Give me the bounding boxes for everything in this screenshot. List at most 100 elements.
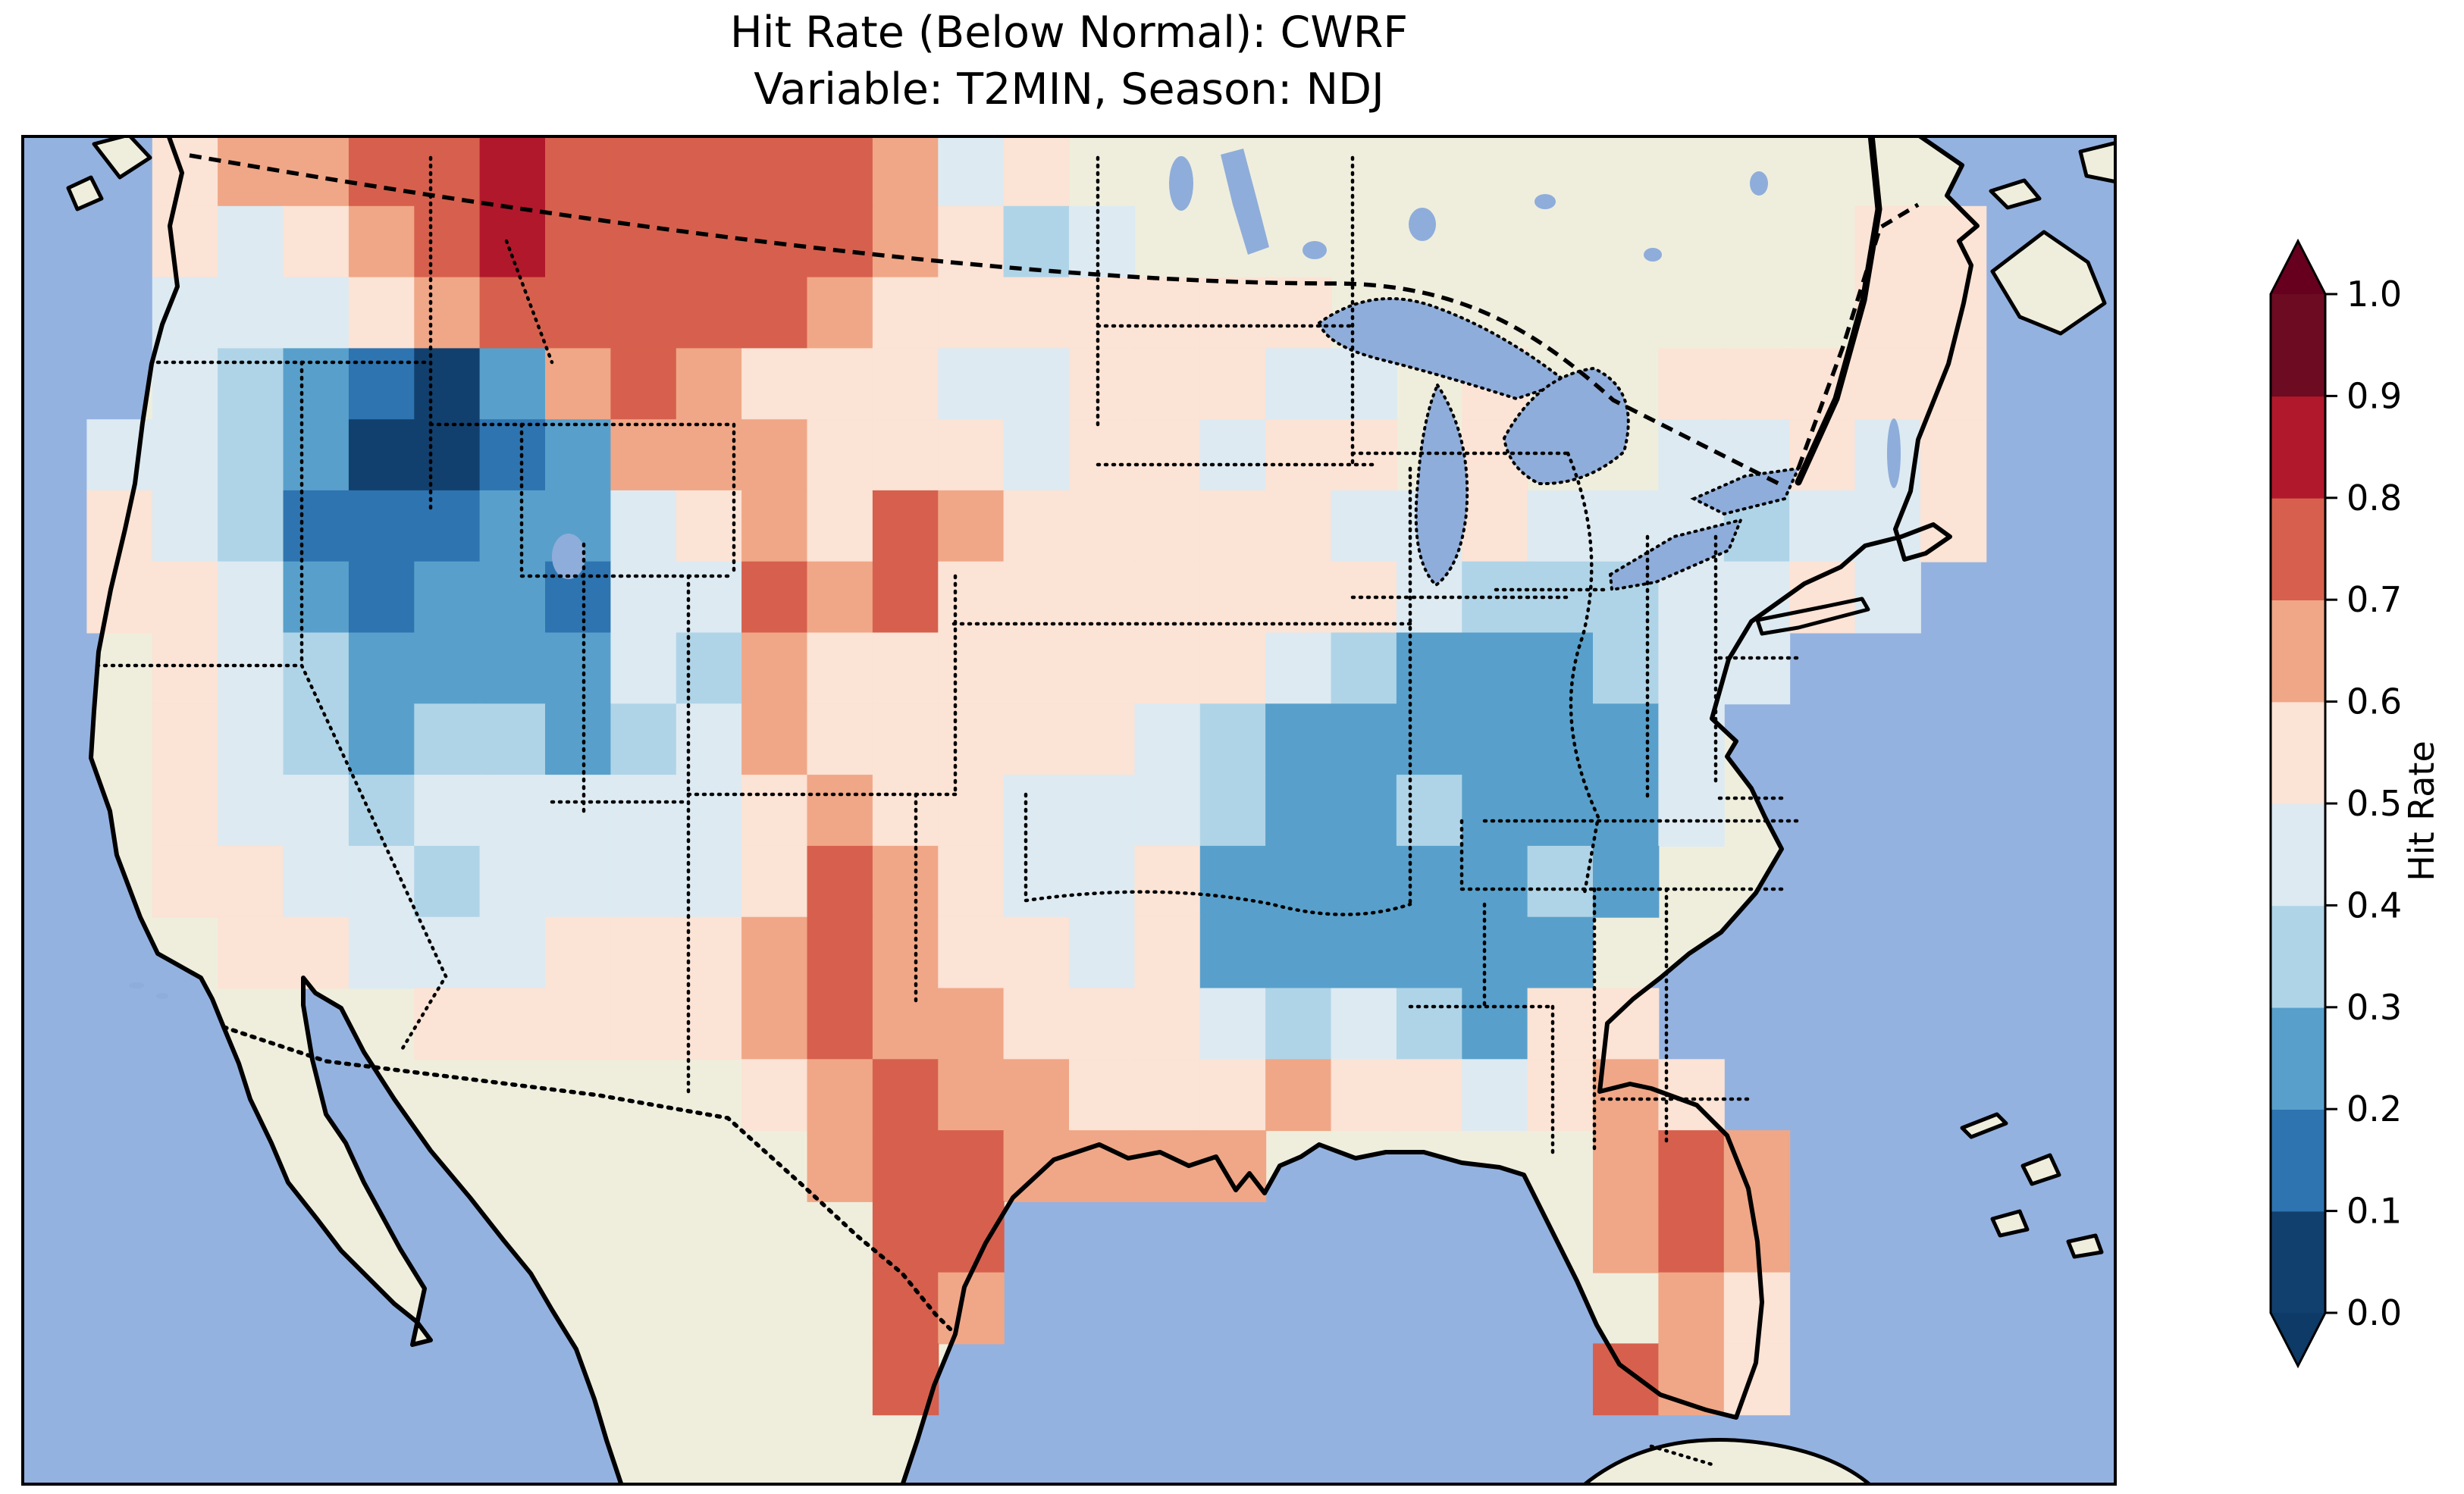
hit-rate-cell [676, 490, 743, 562]
hit-rate-cell [1396, 1059, 1463, 1132]
hit-rate-cell [348, 703, 415, 776]
hit-rate-cell [218, 561, 284, 634]
hit-rate-cell [1331, 775, 1397, 847]
hit-rate-cell [479, 703, 546, 776]
hit-rate-cell [348, 916, 415, 989]
hit-rate-cell [1527, 490, 1594, 562]
hit-rate-cell [938, 277, 1005, 349]
hit-rate-cell [1134, 632, 1201, 705]
hit-rate-cell [872, 775, 939, 847]
hit-rate-cell [807, 1130, 873, 1202]
state-border [299, 663, 448, 1054]
island-landmass [1962, 1114, 2006, 1137]
hit-rate-cell [1396, 916, 1463, 989]
hit-rate-cell [1199, 348, 1267, 421]
hit-rate-cell [479, 135, 546, 207]
hit-rate-cell [872, 1130, 939, 1202]
hit-rate-cell [1134, 561, 1201, 634]
colorbar-tick-label: 0.3 [2346, 987, 2402, 1028]
hit-rate-cell [1134, 490, 1201, 562]
hit-rate-cell [1462, 988, 1528, 1060]
hit-rate-cell [1593, 632, 1660, 705]
hit-rate-cell [152, 277, 219, 349]
colorbar-segment [2271, 600, 2325, 703]
st-lawrence-river [1795, 135, 1882, 486]
hit-rate-cell [218, 845, 284, 918]
hit-rate-cell [152, 490, 219, 562]
state-border [504, 239, 554, 365]
hit-rate-cell [1199, 561, 1267, 634]
hit-rate-cell [1462, 845, 1528, 918]
hit-rate-cell [872, 632, 939, 705]
hit-rate-cell [1462, 632, 1528, 705]
hit-rate-cell [1331, 703, 1397, 776]
hit-rate-cell [1134, 988, 1201, 1060]
hit-rate-grid-cells [86, 135, 1987, 1416]
hit-rate-cell [872, 1059, 939, 1132]
hit-rate-cell [1658, 775, 1725, 847]
colorbar-segment [2271, 1211, 2325, 1314]
hit-rate-cell [1069, 775, 1136, 847]
hit-rate-cell [1134, 916, 1201, 989]
hit-rate-cell [86, 561, 153, 634]
hit-rate-cell [741, 348, 808, 421]
hit-rate-cell [1462, 916, 1528, 989]
hit-rate-cell [1527, 845, 1594, 918]
hit-rate-cell [807, 348, 873, 421]
hit-rate-cell [1593, 775, 1660, 847]
coastline-layer [66, 135, 2117, 1486]
hit-rate-cell [610, 916, 677, 989]
hit-rate-cell [1069, 632, 1136, 705]
hit-rate-cell [676, 845, 743, 918]
hit-rate-cell [1003, 775, 1070, 847]
hit-rate-cell [610, 490, 677, 562]
hit-rate-cell [1199, 1059, 1267, 1132]
hit-rate-cell [1658, 1130, 1725, 1202]
hit-rate-cell [1199, 419, 1267, 491]
hit-rate-cell [1134, 277, 1201, 349]
hit-rate-cell [676, 703, 743, 776]
hit-rate-cell [1854, 561, 1921, 634]
hit-rate-cell [1265, 845, 1332, 918]
hit-rate-cell [1003, 988, 1070, 1060]
hit-rate-cell [545, 205, 612, 278]
hit-rate-cell [807, 1059, 873, 1132]
hit-rate-cell [1527, 988, 1594, 1060]
hit-rate-cell [1265, 988, 1332, 1060]
colorbar-segment [2271, 1007, 2325, 1110]
hit-rate-cell [1199, 632, 1267, 705]
hit-rate-cell [414, 988, 481, 1060]
hit-rate-cell [610, 205, 677, 278]
hit-rate-cell [1069, 277, 1136, 349]
small-lake [1303, 241, 1327, 259]
hit-rate-cell [218, 632, 284, 705]
hit-rate-cell [610, 419, 677, 491]
hit-rate-cell [218, 348, 284, 421]
hit-rate-cell [218, 490, 284, 562]
hit-rate-cell [807, 632, 873, 705]
hit-rate-cell [872, 348, 939, 421]
hit-rate-cell [283, 348, 350, 421]
hit-rate-cell [1920, 205, 1987, 278]
hit-rate-cell [152, 348, 219, 421]
hit-rate-cell [218, 419, 284, 491]
hit-rate-cell [741, 845, 808, 918]
hit-rate-cell [1331, 419, 1397, 491]
hit-rate-cell [1134, 703, 1201, 776]
hit-rate-cell [1593, 845, 1660, 918]
hit-rate-cell [741, 988, 808, 1060]
small-lake [156, 993, 168, 999]
colorbar-extend-under-triangle [2271, 1313, 2325, 1366]
island-coastline [1990, 230, 2107, 336]
hit-rate-cell [1593, 1343, 1660, 1416]
colorbar-tick-label: 0.1 [2346, 1191, 2402, 1232]
colorbar-segment [2271, 396, 2325, 499]
hit-rate-cell [610, 348, 677, 421]
hit-rate-cell [1527, 916, 1594, 989]
hit-rate-cell [1134, 419, 1201, 491]
title-line2: Variable: T2MIN, Season: NDJ [754, 64, 1384, 115]
hit-rate-cell [938, 1059, 1005, 1132]
hit-rate-cell [414, 277, 481, 349]
hit-rate-cell [414, 348, 481, 421]
hit-rate-cell [610, 632, 677, 705]
